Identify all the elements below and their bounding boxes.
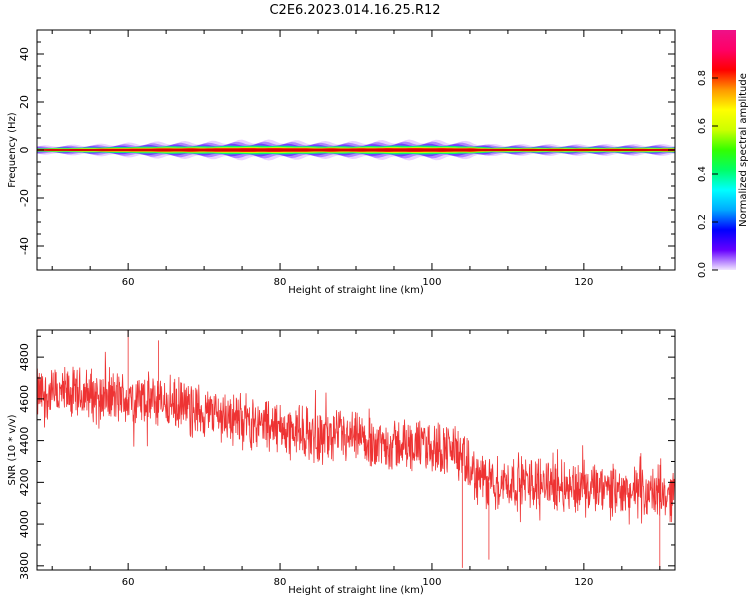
colorbar-tick-label: 0.8 — [697, 70, 708, 86]
colorbar-tick-label: 0.4 — [697, 166, 708, 182]
snr-y-tick-label: 4600 — [18, 385, 31, 413]
heatmap-x-ticks: 60 80 100 120 — [51, 30, 661, 288]
heatmap-x-tick-label: 100 — [422, 277, 441, 288]
heatmap-y-tick-label: -40 — [18, 237, 31, 255]
colorbar-tick-label: 0.2 — [697, 214, 708, 230]
colorbar-label: Normalized spectral amplitude — [738, 73, 749, 227]
snr-y-tick-label: 4200 — [18, 468, 31, 496]
colorbar-tick-label: 0.6 — [697, 118, 708, 134]
colorbar-ticks: 0.0 0.2 0.4 0.6 0.8 — [697, 70, 718, 278]
heatmap-panel: 60 80 100 120 -40 -20 0 20 40 Height of straigh… — [7, 29, 676, 296]
heatmap-y-tick-label: 0 — [18, 147, 31, 154]
snr-panel: 60 80 100 120 3800 4000 4200 4400 4600 4800 Heig… — [7, 329, 676, 596]
snr-y-tick-label: 4800 — [18, 343, 31, 371]
heatmap-y-tick-label: 20 — [18, 95, 31, 109]
snr-x-tick-label: 100 — [422, 577, 441, 588]
snr-x-tick-label: 120 — [574, 577, 593, 588]
heatmap-y-ticks: -40 -20 0 20 40 — [18, 29, 675, 271]
figure-title: C2E6.2023.014.16.25.R12 — [269, 3, 440, 18]
snr-y-ticks: 3800 4000 4200 4400 4600 4800 — [18, 335, 675, 580]
heatmap-band — [37, 139, 675, 161]
heatmap-y-label: Frequency (Hz) — [7, 112, 18, 188]
heatmap-x-label: Height of straight line (km) — [288, 285, 424, 296]
colorbar-gradient — [712, 30, 736, 270]
heatmap-y-tick-label: 40 — [18, 47, 31, 61]
heatmap-y-tick-label: -20 — [18, 189, 31, 207]
snr-series-line — [37, 330, 675, 570]
snr-x-tick-label: 60 — [122, 577, 135, 588]
snr-y-tick-label: 4400 — [18, 427, 31, 455]
snr-y-tick-label: 3800 — [18, 552, 31, 580]
snr-x-tick-label: 80 — [274, 577, 287, 588]
snr-y-tick-label: 4000 — [18, 510, 31, 538]
snr-x-label: Height of straight line (km) — [288, 585, 424, 596]
heatmap-x-tick-label: 80 — [274, 277, 287, 288]
colorbar: 0.0 0.2 0.4 0.6 0.8 Normalized spectral ampl… — [697, 30, 749, 278]
heatmap-x-tick-label: 60 — [122, 277, 135, 288]
colorbar-tick-label: 0.0 — [697, 262, 708, 278]
heatmap-x-tick-label: 120 — [574, 277, 593, 288]
snr-y-label: SNR (10 * v/v) — [7, 414, 18, 485]
snr-x-ticks: 60 80 100 120 — [51, 330, 661, 588]
